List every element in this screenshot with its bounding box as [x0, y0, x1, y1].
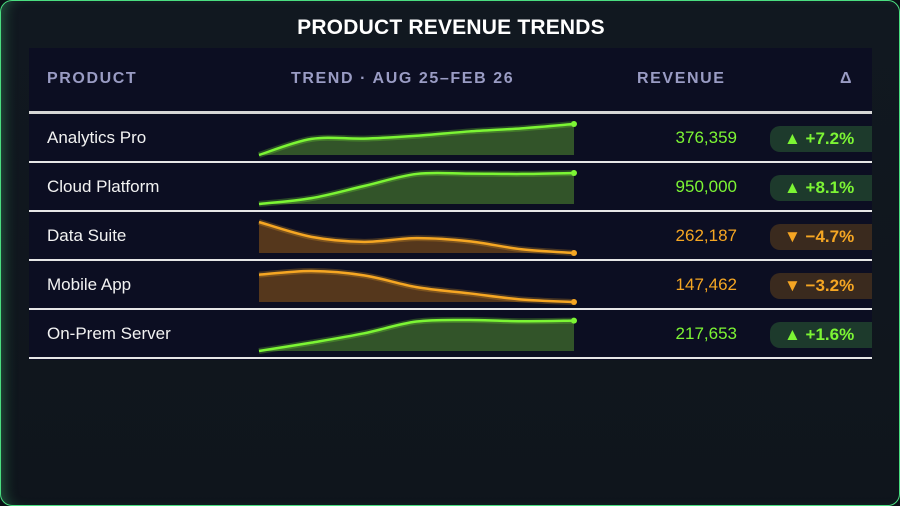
row-divider [29, 357, 872, 359]
trend-area [259, 124, 574, 155]
chart-title: PRODUCT REVENUE TRENDS [297, 16, 605, 39]
trend-end-dot [571, 170, 577, 176]
row-divider [29, 210, 872, 212]
revenue-value: 262,187 [675, 226, 737, 245]
trend-sparkline [258, 121, 577, 158]
column-header-trend: TREND · AUG 25–FEB 26 [291, 70, 515, 87]
trend-sparkline [258, 169, 577, 207]
trend-area [259, 172, 574, 204]
product-name: On-Prem Server [47, 324, 171, 343]
trend-sparkline [258, 316, 577, 354]
table-row: Mobile App 147,462 ▼ −3.2% [29, 261, 872, 310]
trend-end-dot [571, 317, 577, 324]
revenue-value: 950,000 [675, 177, 737, 196]
delta-badge: ▼ −4.7% [770, 224, 872, 250]
delta-badge: ▲ +1.6% [770, 322, 872, 348]
product-name: Mobile App [47, 275, 132, 294]
trend-sparkline [258, 267, 577, 305]
table-row: Data Suite 262,187 ▼ −4.7% [29, 212, 872, 261]
product-name: Analytics Pro [47, 128, 147, 147]
revenue-table: PRODUCT TREND · AUG 25–FEB 26 REVENUE Δ … [29, 48, 872, 360]
column-header-product: PRODUCT [47, 70, 138, 87]
table-row: Analytics Pro 376,359 ▲ +7.2% [29, 114, 872, 163]
revenue-value: 376,359 [675, 128, 737, 147]
trend-line [258, 171, 575, 206]
revenue-value: 147,462 [675, 275, 737, 294]
product-name: Data Suite [47, 226, 127, 245]
row-divider [29, 259, 872, 261]
row-divider [29, 308, 872, 310]
delta-badge: ▼ −3.2% [770, 273, 872, 299]
delta-badge: ▲ +7.2% [770, 126, 872, 152]
trend-line [258, 318, 575, 353]
trend-area [259, 319, 574, 351]
header-divider [29, 111, 872, 114]
trend-line [258, 269, 575, 304]
trend-area [259, 270, 574, 302]
trend-end-dot [571, 299, 577, 305]
table-header: PRODUCT TREND · AUG 25–FEB 26 REVENUE Δ [29, 48, 872, 111]
trend-line [258, 122, 575, 157]
column-header-revenue: REVENUE [637, 70, 726, 87]
product-name: Cloud Platform [47, 177, 160, 196]
table-row: On-Prem Server 217,653 ▲ +1.6% [29, 310, 872, 359]
trend-line [258, 220, 575, 255]
column-header-delta: Δ [840, 70, 854, 87]
trend-end-dot [571, 121, 577, 127]
trend-sparkline [258, 219, 577, 256]
row-divider [29, 161, 872, 163]
table-row: Cloud Platform 950,000 ▲ +8.1% [29, 163, 872, 212]
trend-end-dot [571, 250, 577, 256]
revenue-value: 217,653 [675, 324, 737, 343]
delta-badge: ▲ +8.1% [770, 175, 872, 201]
